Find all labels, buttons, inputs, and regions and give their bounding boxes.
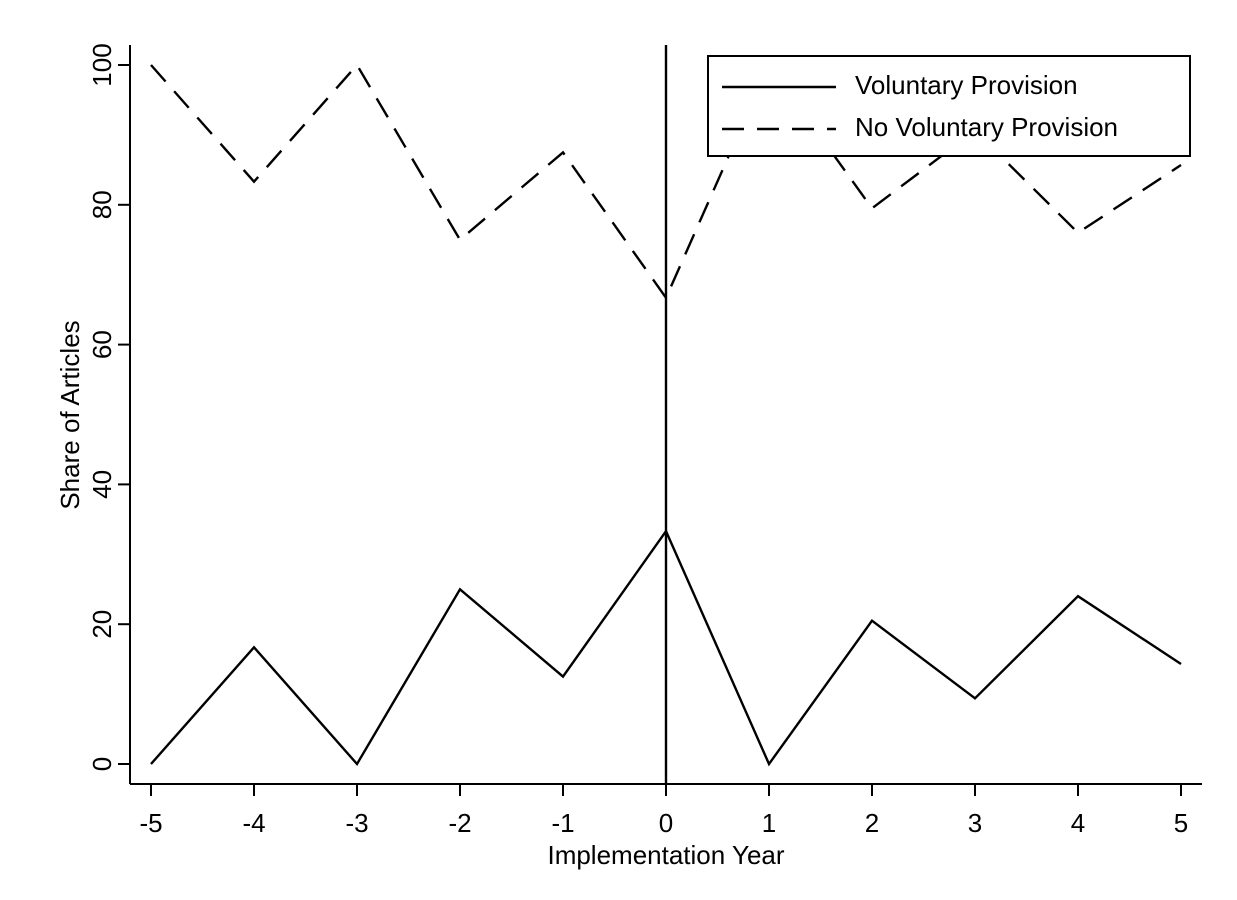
x-tick-label: -1 bbox=[551, 808, 574, 838]
axis-ticks: -5 -4 -3 -2 -1 0 1 2 3 4 5 0 20 40 60 80 100 bbox=[87, 43, 1188, 838]
y-tick-label: 20 bbox=[87, 610, 117, 639]
x-tick-label: -5 bbox=[139, 808, 162, 838]
legend-label: Voluntary Provision bbox=[855, 70, 1078, 100]
y-axis-title: Share of Articles bbox=[55, 320, 85, 509]
x-tick-label: 1 bbox=[762, 808, 776, 838]
x-tick-label: 3 bbox=[968, 808, 982, 838]
legend-label: No Voluntary Provision bbox=[855, 112, 1118, 142]
legend-box bbox=[707, 55, 1191, 157]
y-tick-label: 80 bbox=[87, 190, 117, 219]
x-tick-label: -4 bbox=[242, 808, 265, 838]
y-tick-label: 60 bbox=[87, 330, 117, 359]
x-tick-label: -2 bbox=[448, 808, 471, 838]
y-tick-label: 0 bbox=[87, 757, 117, 771]
x-tick-label: 4 bbox=[1071, 808, 1085, 838]
y-tick-label: 100 bbox=[87, 43, 117, 86]
x-tick-label: 5 bbox=[1174, 808, 1188, 838]
x-axis-title: Implementation Year bbox=[547, 840, 784, 870]
x-tick-label: 0 bbox=[659, 808, 673, 838]
y-tick-label: 40 bbox=[87, 470, 117, 499]
legend: Voluntary Provision No Voluntary Provisio… bbox=[707, 55, 1191, 157]
x-tick-label: 2 bbox=[865, 808, 879, 838]
x-tick-label: -3 bbox=[345, 808, 368, 838]
series-line-2 bbox=[150, 62, 1182, 301]
